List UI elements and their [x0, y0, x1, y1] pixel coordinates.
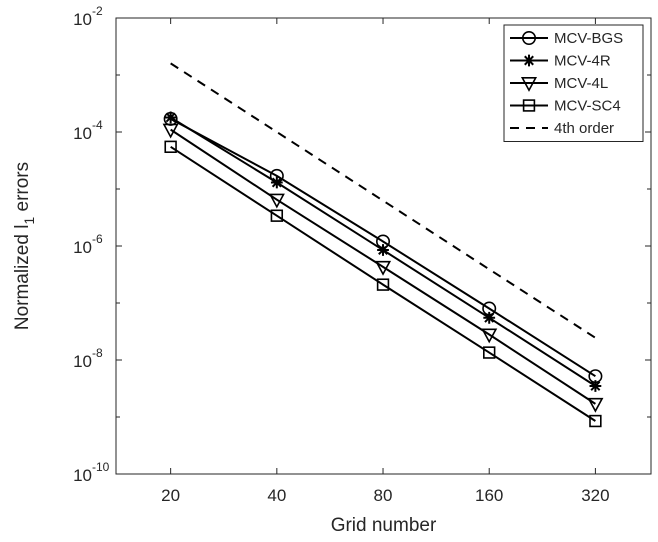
data-point-marker — [164, 140, 177, 153]
series-mcv-sc4 — [164, 140, 602, 428]
series-line — [170, 128, 596, 405]
y-axis-title-main: Normalized l — [12, 225, 33, 331]
y-axis-title-subscript: 1 — [21, 217, 37, 225]
data-point-marker — [162, 123, 179, 139]
y-tick-label: 10 — [73, 238, 92, 257]
data-point-marker — [483, 346, 496, 359]
y-axis-title: Normalized l1 errors — [12, 162, 37, 330]
data-point-marker — [270, 176, 283, 189]
series-4th-order — [170, 62, 596, 339]
x-tick-label: 20 — [161, 486, 180, 505]
x-tick-label: 320 — [581, 486, 609, 505]
y-tick-exponent: -2 — [92, 4, 103, 18]
y-tick-exponent: -10 — [92, 460, 110, 474]
y-tick-exponent: -6 — [92, 232, 103, 246]
data-point-marker — [589, 380, 602, 392]
legend-marker — [521, 30, 536, 45]
y-tick-label: 10 — [73, 466, 92, 485]
data-point-marker — [164, 111, 177, 124]
y-tick-exponent: -8 — [92, 346, 103, 360]
x-tick-label: 40 — [267, 486, 286, 505]
series-mcv-4l — [162, 123, 604, 413]
data-point-marker — [377, 244, 389, 256]
x-tick-label: 80 — [374, 486, 393, 505]
legend-label: MCV-4R — [554, 53, 611, 70]
plot-area — [162, 62, 604, 428]
legend-label: MCV-BGS — [554, 30, 623, 47]
legend-label: 4th order — [554, 120, 614, 137]
y-tick-label: 10 — [73, 10, 92, 29]
legend-entry: MCV-4L — [510, 75, 608, 92]
legend-marker — [522, 99, 536, 112]
legend-label: MCV-SC4 — [554, 98, 621, 115]
data-point-marker — [376, 278, 390, 291]
data-point-marker — [483, 311, 496, 324]
legend-entry: 4th order — [510, 120, 614, 137]
data-point-marker — [374, 260, 392, 276]
y-tick-label: 10 — [73, 352, 92, 371]
legend-label: MCV-4L — [554, 75, 608, 92]
series-line — [170, 145, 596, 422]
y-tick-label: 10 — [73, 124, 92, 143]
data-point-marker — [268, 193, 285, 209]
series-line — [170, 62, 596, 339]
legend-entry: MCV-BGS — [510, 30, 623, 47]
data-point-marker — [270, 209, 284, 222]
series-line — [170, 117, 596, 378]
legend-marker — [520, 77, 538, 92]
legend-marker — [523, 54, 535, 67]
legend-entry: MCV-4R — [510, 53, 611, 70]
data-point-marker — [589, 414, 602, 428]
x-axis-title: Grid number — [331, 515, 437, 536]
y-axis-title-suffix: errors — [12, 162, 33, 217]
x-tick-label: 160 — [475, 486, 503, 505]
data-point-marker — [587, 397, 604, 413]
legend-entry: MCV-SC4 — [510, 98, 621, 115]
series-mcv-4r — [164, 111, 602, 392]
legend: MCV-BGS MCV-4R MCV-4L MCV-SC4 4th order — [503, 24, 644, 142]
y-tick-exponent: -4 — [92, 118, 103, 132]
data-point-marker — [481, 328, 498, 344]
